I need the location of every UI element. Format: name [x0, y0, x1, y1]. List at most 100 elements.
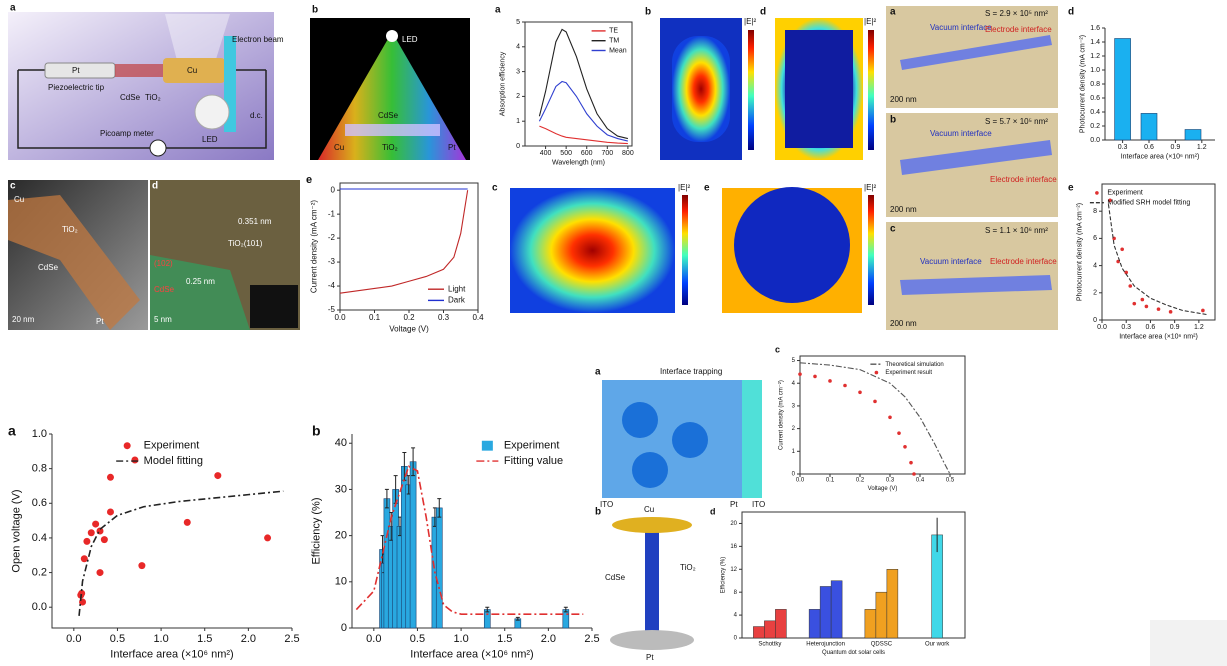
y-axis-label: Current density (mA cm⁻²) [778, 380, 784, 450]
bar [410, 462, 416, 628]
legend-label: Experiment [1107, 190, 1142, 197]
point [813, 375, 817, 379]
fft-inset [250, 285, 298, 328]
legend-label: TM [609, 38, 619, 45]
x-tick-label: 1.5 [197, 633, 212, 645]
point [888, 415, 892, 419]
point [101, 536, 108, 543]
label: Cu [644, 505, 654, 514]
y-axis-label: Photocurrent density (mA cm⁻²) [1076, 203, 1083, 301]
y-axis-label: Efficiency (%) [311, 497, 323, 564]
pt-tip [45, 63, 115, 78]
panel-label: b [312, 423, 321, 439]
y-tick-label: 0.0 [32, 601, 47, 613]
led [386, 30, 398, 42]
panel-label: d [1068, 7, 1074, 18]
legend-label: Theoretical simulation [885, 362, 943, 368]
point [97, 569, 104, 576]
x-tick-label: 0.0 [1097, 324, 1107, 331]
point [1120, 247, 1124, 251]
unit: |E|² [744, 17, 756, 26]
y-tick-label: 0.2 [32, 566, 47, 578]
point [909, 461, 913, 465]
x-tick-label: 0.9 [1170, 324, 1180, 331]
tem-left: c d Cu TiO₂ CdSe Pt 20 nm 0.351 nm TiO₂(… [8, 180, 300, 330]
unit: |E|² [678, 183, 690, 192]
x-tick-label: 0.3 [438, 313, 450, 322]
y-tick-label: 0 [1093, 317, 1097, 324]
label: 0.351 nm [238, 217, 272, 226]
label: Piezoelectric tip [48, 83, 105, 92]
panel-label: d [760, 7, 766, 18]
x-axis-label: Interface area (×10⁶ nm²) [1119, 334, 1198, 341]
point [88, 529, 95, 536]
legend-label: Mean [609, 47, 627, 54]
qd [632, 452, 668, 488]
x-tick-label: 0.5 [410, 633, 425, 645]
x-axis-label: Interface area (×10⁶ nm²) [110, 648, 233, 660]
label: S = 5.7 × 10⁵ nm² [985, 117, 1048, 126]
x-tick-label: 0.3 [1118, 144, 1128, 151]
x-tick-label: 0.9 [1171, 144, 1181, 151]
y-tick-label: 3 [792, 404, 796, 410]
x-tick-label: 2.5 [284, 633, 299, 645]
line [1108, 204, 1206, 314]
point [903, 445, 907, 449]
y-tick-label: 0.8 [1090, 81, 1100, 88]
point [1141, 298, 1145, 302]
x-axis-label: Wavelength (nm) [552, 160, 605, 167]
panel-label: c [775, 344, 780, 354]
legend-swatch [1095, 191, 1099, 195]
point [107, 508, 114, 515]
y-tick-label: 30 [335, 483, 347, 495]
y-tick-label: 0.8 [32, 463, 47, 475]
label: ITO [600, 500, 613, 509]
point [843, 384, 847, 388]
bar [1141, 113, 1157, 140]
legend-label: Model fitting [144, 455, 203, 467]
wire [345, 124, 440, 136]
y-tick-label: 1.0 [32, 428, 47, 440]
y-tick-label: 1.0 [1090, 67, 1100, 74]
x-tick-label: 1.0 [453, 633, 468, 645]
label: TiO₂ [62, 225, 78, 234]
legend-label: Experiment [144, 440, 200, 452]
x-tick-label: 1.0 [153, 633, 168, 645]
x-axis-label: Quantum dot solar cells [822, 650, 885, 656]
y-axis-label: Open voltage (V) [11, 489, 23, 572]
y-tick-label: 20 [730, 521, 737, 527]
label: Cu [187, 66, 197, 75]
schematic: a Electron beam Pt Cu Piezoelectric tip … [8, 3, 284, 160]
point [873, 400, 877, 404]
x-tick-label: 1.2 [1197, 144, 1207, 151]
x-tick-label: 0.4 [916, 478, 925, 484]
label: TiO₂ [145, 93, 161, 102]
line [800, 363, 950, 474]
label: (102) [154, 259, 173, 268]
scale-bar: 200 nm [890, 319, 917, 328]
nanowire [115, 64, 163, 77]
label: CdSe [378, 111, 399, 120]
unit: |E|² [864, 183, 876, 192]
label: Pt [730, 500, 738, 509]
y-tick-label: 0 [516, 143, 520, 150]
panel-label: d [710, 506, 716, 516]
panel-label: a [8, 423, 16, 439]
led-illustration: b LED CdSe Cu TiO₂ Pt [310, 5, 470, 160]
y-tick-label: 1.2 [1090, 53, 1100, 60]
label: Electrode interface [990, 175, 1057, 184]
label: TiO₂ [680, 563, 696, 572]
ito-layer [742, 380, 762, 498]
x-tick-label: 1.5 [497, 633, 512, 645]
x-tick-label: 0.0 [366, 633, 381, 645]
point [131, 456, 138, 463]
y-tick-label: 1.4 [1090, 39, 1100, 46]
models: a Interface trapping ITO Pt ITO b Cu CdS… [595, 367, 765, 662]
x-tick-label: 800 [622, 150, 634, 157]
panel-label: e [1068, 183, 1074, 194]
x-axis-label: Voltage (V) [389, 324, 429, 333]
label: Electrode interface [990, 257, 1057, 266]
y-tick-label: 0.4 [1090, 109, 1100, 116]
label: Electron beam [232, 35, 284, 44]
label: Cu [14, 195, 24, 204]
